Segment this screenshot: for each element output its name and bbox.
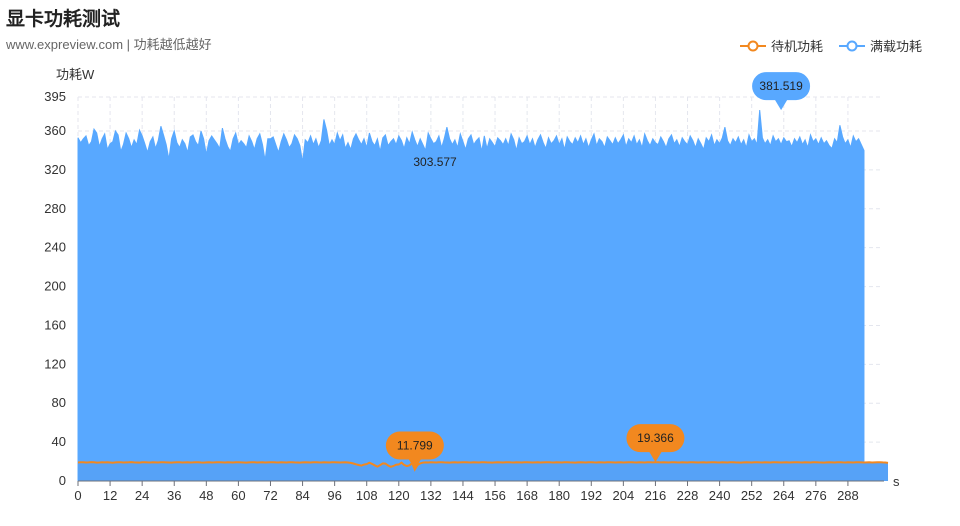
y-tick-label: 120 (44, 356, 66, 371)
y-tick-label: 0 (59, 473, 66, 488)
x-tick-label: 36 (167, 488, 181, 503)
x-tick-label: 204 (613, 488, 635, 503)
series-load-area (77, 110, 865, 482)
data-label-pin (385, 431, 444, 470)
x-tick-label: 180 (548, 488, 570, 503)
series-idle-line (77, 461, 889, 472)
x-tick-label: 72 (263, 488, 277, 503)
data-label: 19.366 (637, 431, 674, 445)
x-tick-label: 120 (388, 488, 410, 503)
x-tick-label: 0 (74, 488, 81, 503)
x-tick-label: 288 (837, 488, 859, 503)
x-tick-label: 240 (709, 488, 731, 503)
legend: 待机功耗 满载功耗 (739, 36, 922, 55)
y-axis-title: 功耗W (56, 67, 95, 82)
legend-item-idle[interactable]: 待机功耗 (739, 36, 823, 55)
x-tick-label: 156 (484, 488, 506, 503)
y-tick-label: 320 (44, 162, 66, 177)
y-tick-label: 395 (44, 89, 66, 104)
x-tick-label: 216 (645, 488, 667, 503)
x-axis-title: s (893, 474, 900, 489)
legend-label-load: 满载功耗 (869, 39, 922, 54)
legend-swatch-idle-icon (739, 40, 766, 51)
x-tick-label: 252 (741, 488, 763, 503)
chart-title: 显卡功耗测试 (6, 9, 121, 30)
series-idle-area (78, 462, 889, 481)
series-area-layer (77, 110, 889, 482)
x-tick-label: 192 (580, 488, 602, 503)
x-tick-label: 60 (231, 488, 245, 503)
x-tick-label: 24 (135, 488, 149, 503)
y-tick-label: 280 (44, 201, 66, 216)
axes: 0 40 80 120 160 200 240 280 320 360 395 0 12 24 36 48 60… (44, 89, 884, 503)
x-tick-label: 12 (103, 488, 117, 503)
y-tick-label: 360 (44, 123, 66, 138)
y-tick-label: 80 (52, 395, 66, 410)
legend-label-idle: 待机功耗 (770, 39, 823, 54)
y-tick-label: 40 (52, 434, 66, 449)
x-tick-label: 108 (356, 488, 378, 503)
data-label: 11.799 (397, 439, 433, 453)
data-label-average: 303.577 (413, 155, 457, 169)
y-tick-label: 240 (44, 240, 66, 255)
x-tick-label: 84 (295, 488, 309, 503)
y-tick-label: 160 (44, 317, 66, 332)
x-tick-label: 276 (805, 488, 827, 503)
x-tick-label: 144 (452, 488, 474, 503)
x-tick-label: 96 (327, 488, 341, 503)
data-label: 381.519 (759, 79, 803, 93)
x-tick-label: 264 (773, 488, 795, 503)
x-tick-label: 48 (199, 488, 213, 503)
legend-item-load[interactable]: 满载功耗 (838, 36, 922, 55)
legend-swatch-load-icon (838, 40, 865, 51)
x-tick-label: 228 (677, 488, 699, 503)
x-tick-label: 132 (420, 488, 442, 503)
data-label-pin (752, 72, 811, 111)
data-label-pin (626, 424, 685, 463)
y-tick-label: 200 (44, 279, 66, 294)
x-tick-label: 168 (516, 488, 538, 503)
annotations: 381.519 303.577 11.799 19.366 (385, 72, 811, 470)
chart-subtitle: www.expreview.com | 功耗越低越好 (6, 37, 212, 52)
